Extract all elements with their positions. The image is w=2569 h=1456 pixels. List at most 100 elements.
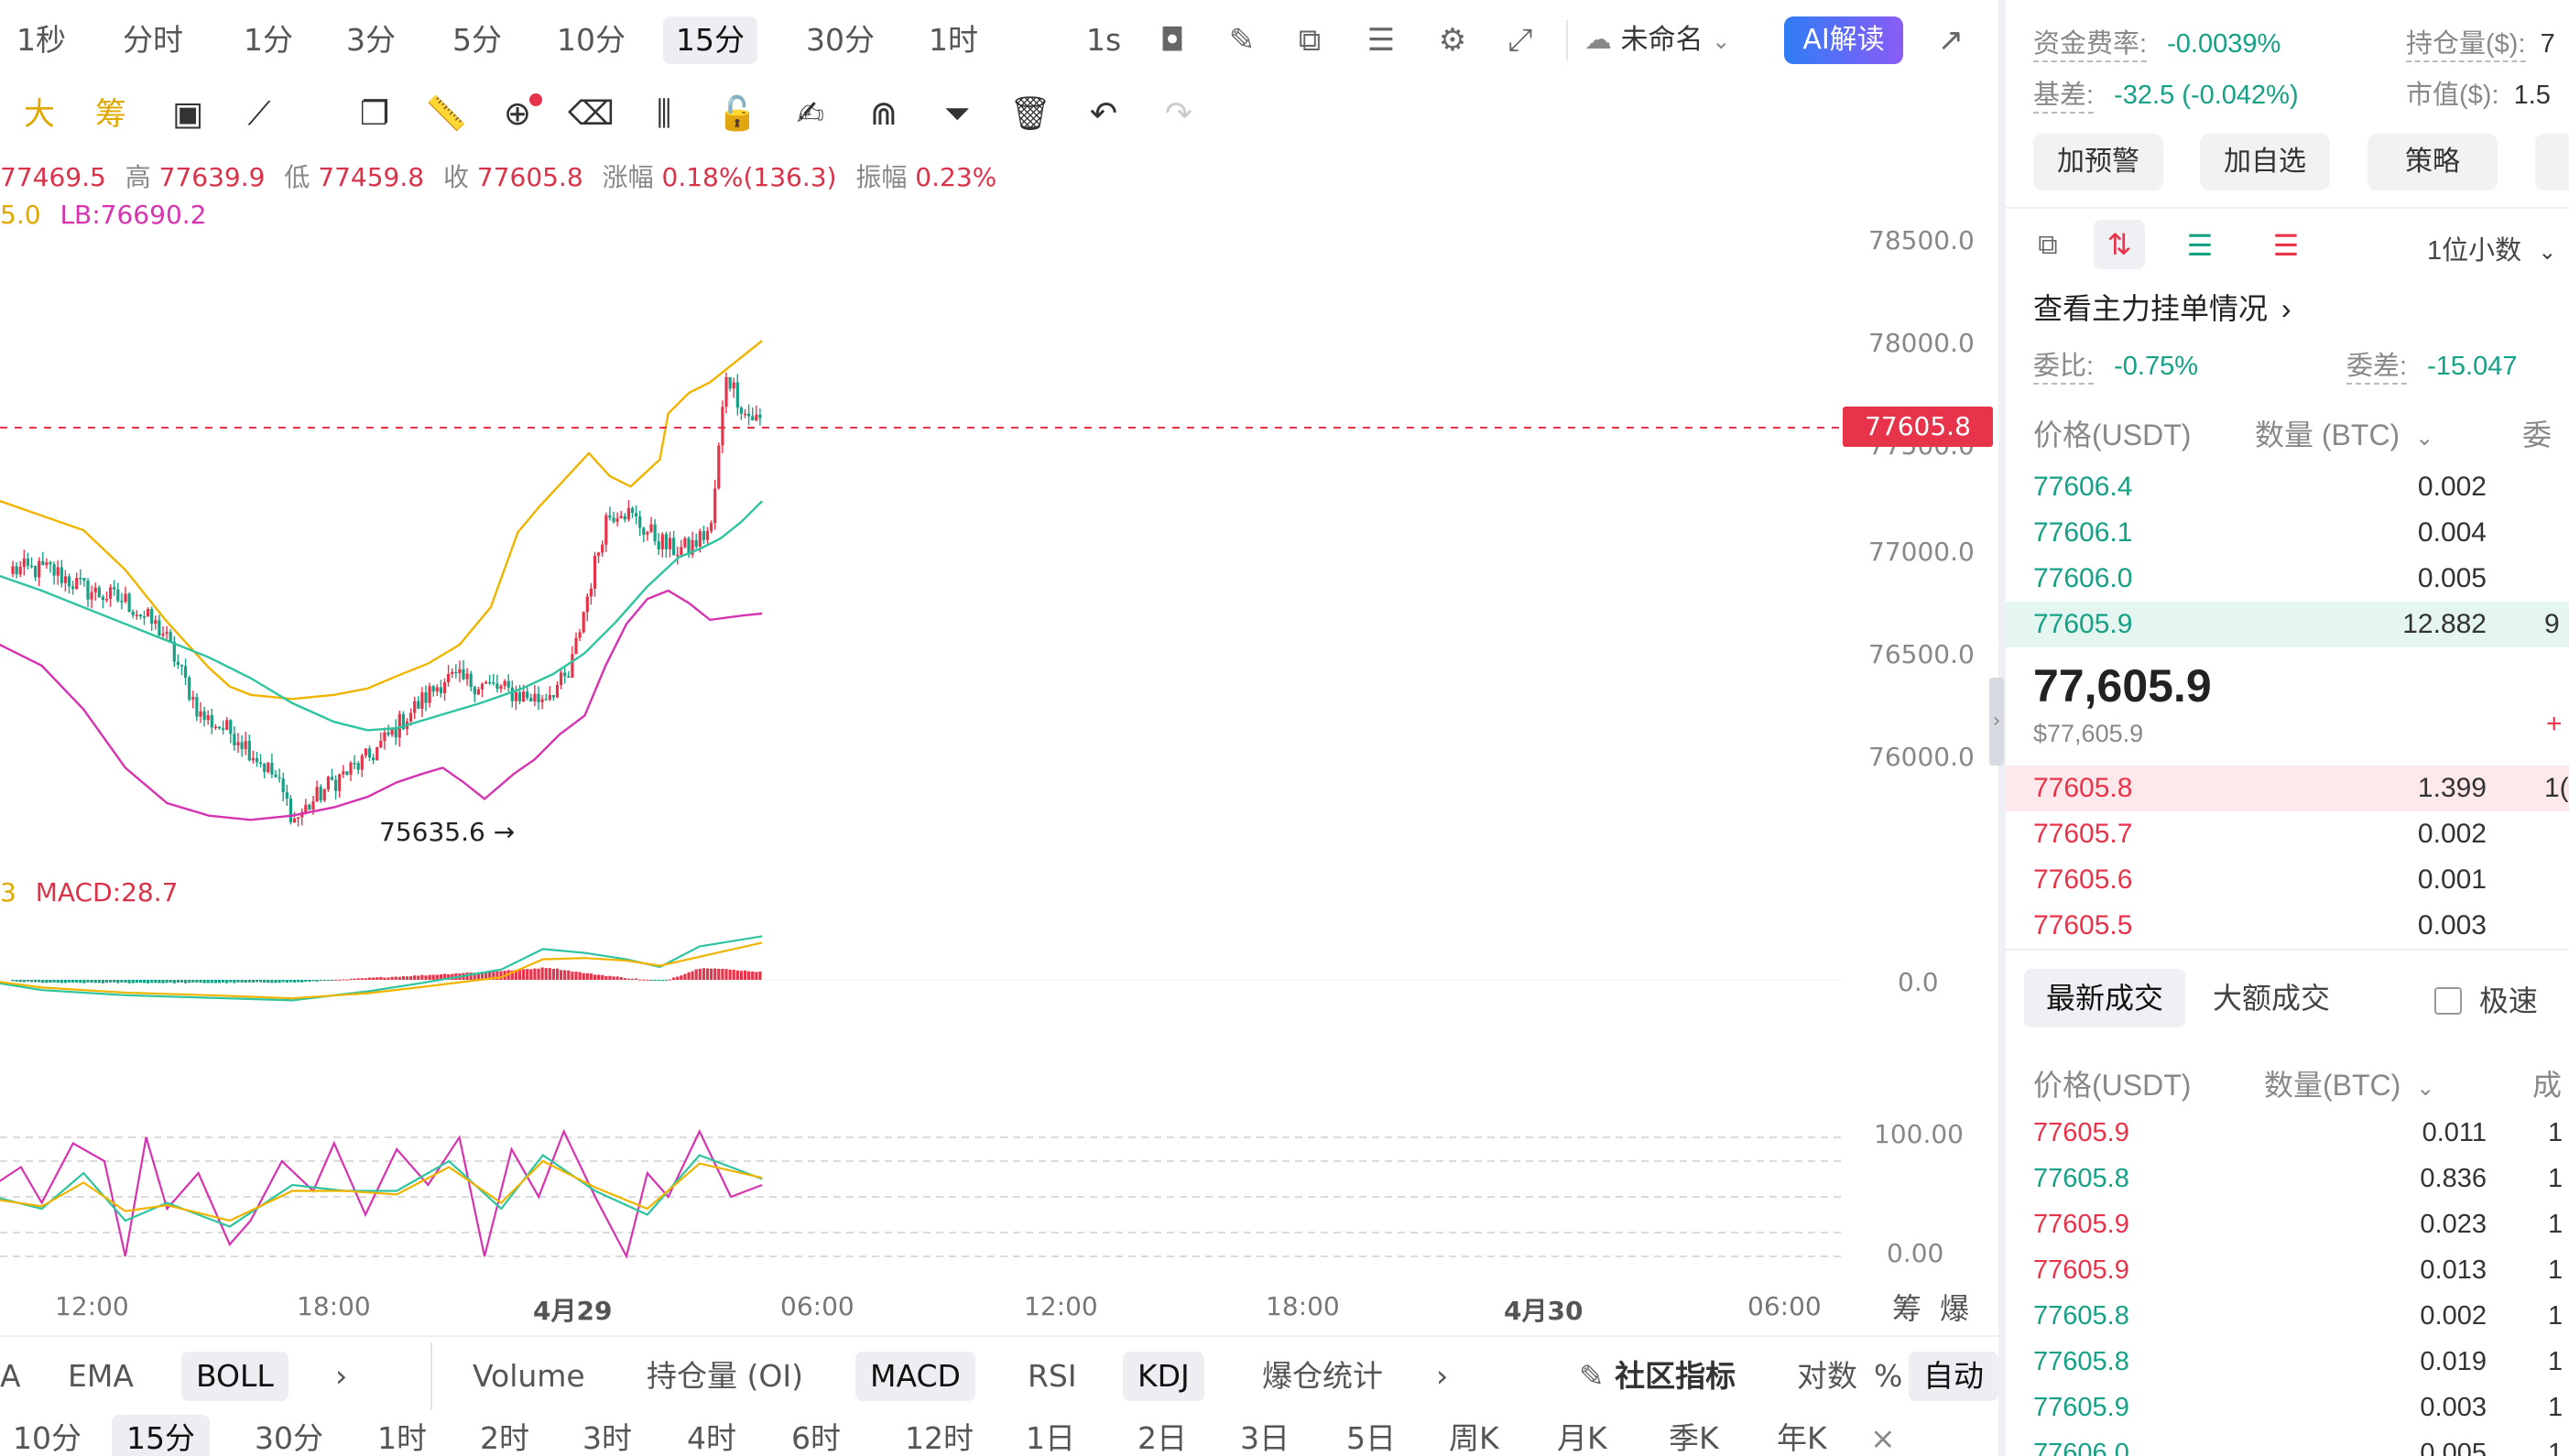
ask-row[interactable]: 77606.1 0.004: [2006, 510, 2569, 556]
candle-style-icon[interactable]: ⫼: [656, 95, 672, 133]
period-8[interactable]: 12时: [905, 1420, 974, 1456]
camera-icon[interactable]: ◘: [1159, 22, 1185, 59]
indicator-ema[interactable]: EMA: [68, 1358, 134, 1394]
layout-selector[interactable]: ☁ 未命名 ⌄: [1584, 16, 1730, 64]
more-button-partial[interactable]: [2535, 134, 2569, 190]
macd-histogram-bar: [195, 980, 199, 983]
tab-large-trades[interactable]: 大额成交: [2213, 982, 2331, 1015]
ask-row[interactable]: 77605.9 12.882 9: [2006, 602, 2569, 647]
zoom-in-icon[interactable]: ⊕: [503, 95, 532, 133]
ask-row[interactable]: 77606.0 0.005: [2006, 556, 2569, 602]
indicator-boll[interactable]: BOLL: [181, 1352, 288, 1401]
chip-corner-label[interactable]: 筹: [1892, 1291, 1922, 1326]
main-orders-link[interactable]: 查看主力挂单情况 ›: [2033, 286, 2291, 328]
indicator-volume[interactable]: Volume: [473, 1358, 585, 1394]
period-9[interactable]: 1日: [1026, 1420, 1075, 1456]
bid-row[interactable]: 77605.8 1.399 1(: [2006, 766, 2569, 811]
indicator-kdj[interactable]: KDJ: [1123, 1352, 1204, 1401]
add-watchlist-button[interactable]: 加自选: [2200, 134, 2330, 190]
popout-icon[interactable]: ⧉: [1298, 22, 1322, 59]
fast-mode-toggle[interactable]: 极速: [2434, 978, 2538, 1020]
community-indicators-button[interactable]: ✎ 社区指标: [1564, 1352, 1750, 1401]
candle-body: [240, 742, 244, 749]
note-icon[interactable]: ✍: [796, 95, 825, 133]
ask-row[interactable]: 77606.4 0.002: [2006, 464, 2569, 510]
orderbook-both-icon[interactable]: ⇅: [2094, 220, 2145, 269]
auto-scale-toggle[interactable]: 自动: [1909, 1352, 1998, 1401]
period-7[interactable]: 6时: [791, 1420, 841, 1456]
period-1[interactable]: 15分: [112, 1415, 210, 1456]
trash-icon[interactable]: 🗑: [1009, 95, 1051, 133]
strategy-button[interactable]: 策略: [2368, 134, 2498, 190]
pen-icon[interactable]: ✎: [1228, 22, 1256, 59]
indicator-macd[interactable]: MACD: [855, 1352, 975, 1401]
magnet-icon[interactable]: ⋒: [869, 95, 898, 133]
trade-header-qty[interactable]: 数量(BTC) ⌄: [2264, 1069, 2435, 1102]
liq-corner-label[interactable]: 爆: [1940, 1291, 1970, 1326]
bid-row[interactable]: 77605.6 0.001: [2006, 857, 2569, 903]
tf-1m[interactable]: 1分: [244, 22, 293, 58]
period-16[interactable]: 年K: [1777, 1420, 1827, 1456]
period-13[interactable]: 周K: [1449, 1420, 1499, 1456]
draw-edit-icon[interactable]: ▣: [171, 95, 203, 133]
tab-latest-trades[interactable]: 最新成交: [2024, 969, 2185, 1027]
lock-icon[interactable]: 🔓: [716, 95, 758, 133]
list-settings-icon[interactable]: ☰: [1366, 22, 1396, 59]
period-5[interactable]: 3时: [582, 1420, 632, 1456]
ob-header-qty[interactable]: 数量 (BTC) ⌄: [2255, 418, 2434, 451]
period-0[interactable]: 10分: [13, 1420, 82, 1456]
tf-1h[interactable]: 1时: [929, 22, 978, 58]
add-alert-button[interactable]: 加预警: [2033, 134, 2163, 190]
indicator-more-arrow[interactable]: ›: [335, 1358, 348, 1394]
percent-scale-toggle[interactable]: %: [1874, 1358, 1903, 1394]
tf-10m[interactable]: 10分: [557, 22, 626, 58]
log-scale-toggle[interactable]: 对数: [1797, 1358, 1857, 1394]
undo-icon[interactable]: ↶: [1089, 95, 1118, 133]
trend-tool-icon[interactable]: ⟋: [247, 95, 271, 133]
ai-interpret-button[interactable]: AI解读: [1784, 16, 1903, 64]
indicator-ma-partial[interactable]: A: [0, 1358, 21, 1394]
tf-30m[interactable]: 30分: [806, 22, 875, 58]
tf-5m[interactable]: 5分: [452, 22, 502, 58]
tf-realtime[interactable]: 分时: [123, 22, 183, 58]
low-value: 77459.8: [318, 162, 425, 192]
period-4[interactable]: 2时: [480, 1420, 529, 1456]
orderbook-bids-icon[interactable]: ☰: [2186, 229, 2214, 262]
chip-toggle[interactable]: 筹: [95, 96, 126, 133]
orderbook-asks-icon[interactable]: ☰: [2272, 229, 2300, 262]
checkbox-icon[interactable]: [2434, 987, 2462, 1015]
period-12[interactable]: 5日: [1346, 1420, 1396, 1456]
period-10[interactable]: 2日: [1138, 1420, 1187, 1456]
tf-15m[interactable]: 15分: [663, 16, 757, 64]
indicator-liquidation[interactable]: 爆仓统计: [1262, 1358, 1383, 1394]
fullscreen-icon[interactable]: ⤢: [1508, 22, 1533, 59]
share-icon[interactable]: ↗: [1937, 22, 1965, 59]
ruler-icon[interactable]: 📏: [425, 95, 467, 133]
close-period-bar-icon[interactable]: ×: [1870, 1420, 1896, 1456]
panel-collapse-handle[interactable]: ›: [1989, 678, 2004, 766]
gear-icon[interactable]: ⚙: [1438, 22, 1467, 59]
bid-row[interactable]: 77605.5 0.003: [2006, 903, 2569, 949]
period-11[interactable]: 3日: [1240, 1420, 1290, 1456]
tf-1s-cn[interactable]: 1秒: [16, 22, 66, 58]
indicator-sub-more-arrow[interactable]: ›: [1436, 1358, 1449, 1394]
bid-row[interactable]: 77605.7 0.002: [2006, 811, 2569, 857]
copy-icon[interactable]: ❐: [359, 95, 390, 133]
indicator-rsi[interactable]: RSI: [1028, 1358, 1077, 1394]
indicator-oi[interactable]: 持仓量 (OI): [647, 1358, 803, 1394]
big-order-toggle[interactable]: 大: [24, 96, 55, 133]
period-2[interactable]: 30分: [255, 1420, 323, 1456]
period-15[interactable]: 季K: [1669, 1420, 1719, 1456]
period-6[interactable]: 4时: [687, 1420, 736, 1456]
popout-orderbook-icon[interactable]: ⧉: [2038, 230, 2058, 260]
price-chart[interactable]: [0, 0, 1998, 1346]
period-3[interactable]: 1时: [377, 1420, 427, 1456]
eraser-icon[interactable]: ⌫: [568, 95, 615, 133]
redo-icon[interactable]: ↷: [1164, 95, 1193, 133]
decimals-selector[interactable]: 1位小数 ⌄: [2427, 229, 2556, 267]
candle-body: [263, 763, 267, 773]
period-14[interactable]: 月K: [1557, 1420, 1607, 1456]
tf-1s[interactable]: 1s: [1086, 22, 1122, 58]
tf-3m[interactable]: 3分: [346, 22, 396, 58]
filter-icon[interactable]: ⏷: [943, 95, 971, 133]
